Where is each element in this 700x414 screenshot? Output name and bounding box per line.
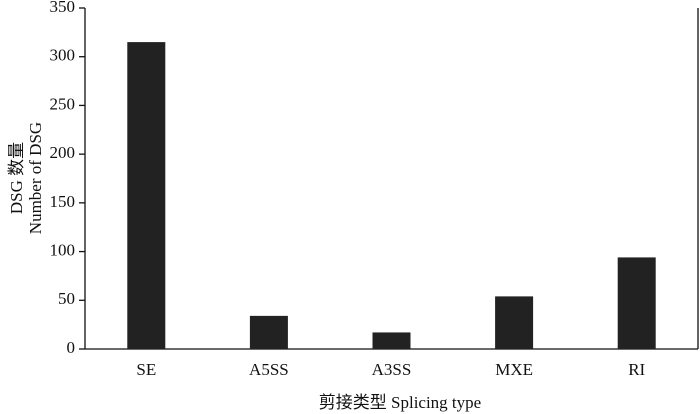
y-tick-label: 150	[50, 192, 76, 211]
bar	[617, 257, 656, 349]
y-tick-label: 0	[67, 338, 76, 357]
bar	[372, 332, 411, 349]
y-tick-label: 250	[50, 94, 76, 113]
bar	[495, 296, 534, 349]
y-tick-label: 350	[50, 0, 76, 16]
bar	[127, 42, 166, 349]
x-tick-label: A5SS	[249, 360, 289, 379]
y-axis-label: Number of DSG	[26, 122, 45, 234]
x-tick-label: MXE	[495, 360, 533, 379]
x-tick-label: RI	[628, 360, 645, 379]
x-axis-label: 剪接类型 Splicing type	[319, 393, 481, 412]
y-axis-label: DSG 数量	[7, 142, 26, 214]
y-tick-label: 50	[58, 289, 75, 308]
y-tick-label: 300	[50, 46, 76, 65]
y-tick-label: 200	[50, 143, 76, 162]
y-tick-label: 100	[50, 240, 76, 259]
x-tick-label: SE	[136, 360, 156, 379]
x-tick-label: A3SS	[372, 360, 412, 379]
bar	[249, 315, 288, 349]
